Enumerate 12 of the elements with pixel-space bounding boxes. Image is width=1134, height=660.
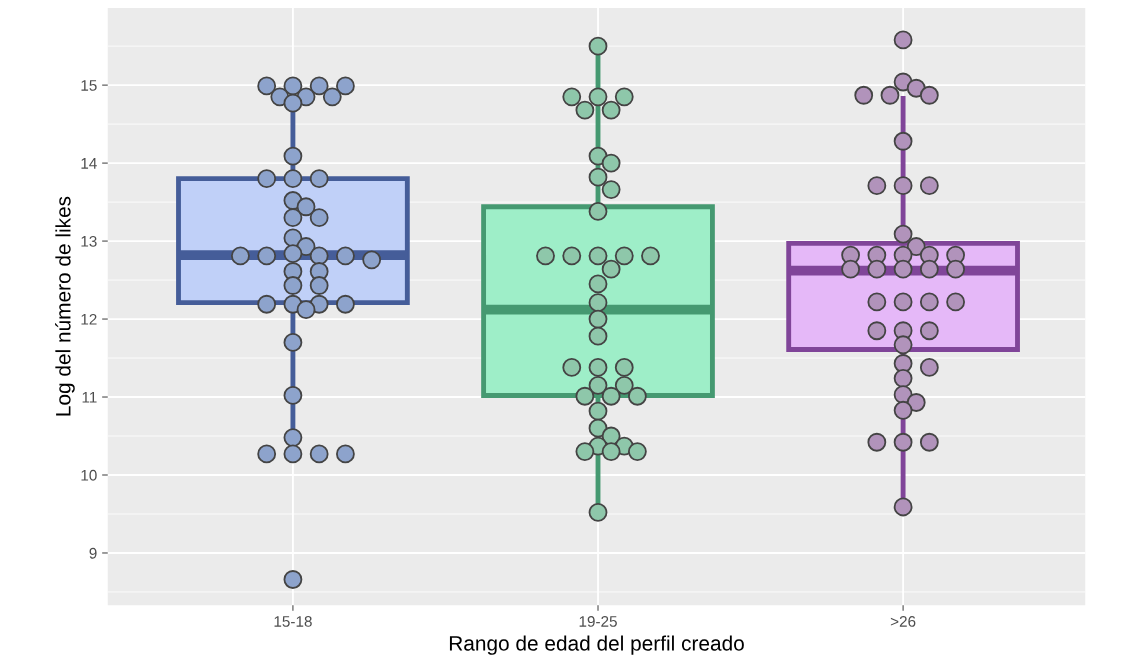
y-tick-label: 13 — [81, 235, 97, 247]
y-tick-label: 9 — [89, 547, 97, 559]
y-tick-label: 10 — [81, 469, 97, 481]
x-axis-title: Rango de edad del perfil creado — [449, 635, 744, 655]
x-tick-label: 19-25 — [579, 616, 617, 627]
x-tick-label: 15-18 — [274, 616, 312, 627]
y-tick-label: 15 — [81, 80, 97, 91]
y-tick-label: 11 — [82, 392, 97, 403]
y-axis-title: Log del número de likes — [55, 196, 75, 416]
y-tick-label: 14 — [81, 158, 97, 169]
y-tick-label: 12 — [81, 313, 97, 325]
x-tick-label: >26 — [890, 616, 916, 627]
